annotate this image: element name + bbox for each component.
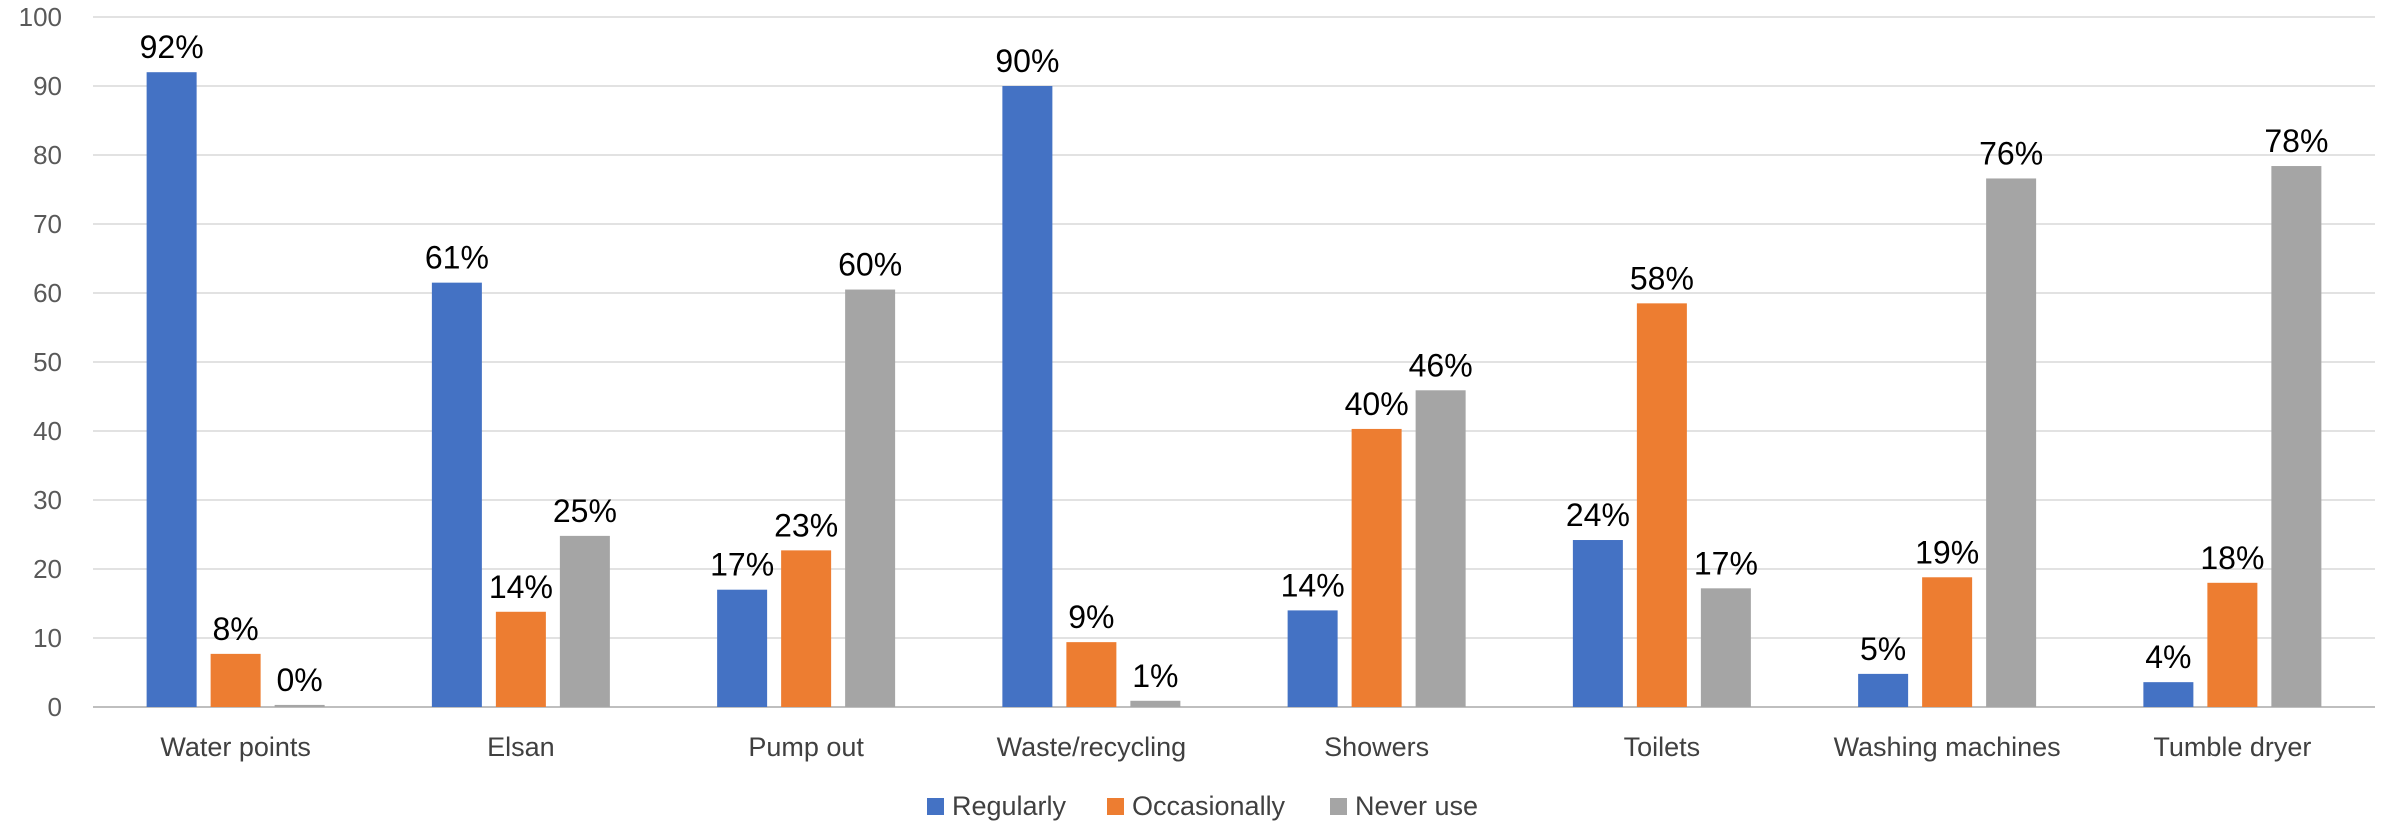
y-tick-label: 30 <box>33 485 62 515</box>
bar-never-use <box>559 535 610 707</box>
y-axis-ticks: 0 10 20 30 40 50 60 70 80 90 100 <box>19 2 62 722</box>
x-category-label: Elsan <box>487 732 555 762</box>
bar-occasionally <box>781 550 832 707</box>
x-category-label: Waste/recycling <box>997 732 1187 762</box>
bar-regularly <box>717 589 768 707</box>
bar-never-use <box>845 289 896 707</box>
bar-never-use <box>1130 700 1181 707</box>
data-label: 18% <box>2200 540 2264 576</box>
y-tick-label: 90 <box>33 71 62 101</box>
bar-occasionally <box>1351 428 1402 707</box>
x-category-label: Toilets <box>1624 732 1701 762</box>
data-label: 90% <box>995 43 1059 79</box>
y-tick-label: 100 <box>19 2 62 32</box>
data-label: 19% <box>1915 534 1979 570</box>
bar-never-use <box>2271 166 2322 708</box>
y-tick-label: 0 <box>48 692 62 722</box>
y-tick-label: 60 <box>33 278 62 308</box>
legend-label: Occasionally <box>1132 791 1286 821</box>
x-category-label: Washing machines <box>1834 732 2061 762</box>
y-tick-label: 70 <box>33 209 62 239</box>
legend-label: Regularly <box>952 791 1067 821</box>
x-axis-categories: Water points Elsan Pump out Waste/recycling… <box>160 732 2311 762</box>
data-label: 60% <box>838 247 902 283</box>
y-tick-label: 20 <box>33 554 62 584</box>
data-label: 78% <box>2264 123 2328 159</box>
bar-occasionally <box>1636 303 1687 707</box>
y-tick-label: 40 <box>33 416 62 446</box>
data-label: 76% <box>1979 135 2043 171</box>
data-label: 25% <box>553 493 617 529</box>
data-label: 92% <box>140 29 204 65</box>
data-label: 9% <box>1068 599 1114 635</box>
y-tick-label: 80 <box>33 140 62 170</box>
y-tick-label: 50 <box>33 347 62 377</box>
bar-occasionally <box>1922 577 1973 707</box>
x-category-label: Showers <box>1324 732 1429 762</box>
bar-regularly <box>431 282 482 707</box>
legend-item-never-use: Never use <box>1330 791 1478 821</box>
bar-regularly <box>2143 682 2194 707</box>
legend-label: Never use <box>1355 791 1478 821</box>
data-label: 61% <box>425 240 489 276</box>
data-label: 0% <box>277 662 323 698</box>
bar-occasionally <box>2207 582 2258 707</box>
bars <box>146 72 2322 708</box>
data-label: 5% <box>1860 631 1906 667</box>
data-label: 40% <box>1345 386 1409 422</box>
bar-never-use <box>274 704 325 707</box>
bar-occasionally <box>1066 642 1117 707</box>
data-label: 23% <box>774 507 838 543</box>
bar-never-use <box>1986 178 2037 707</box>
bar-regularly <box>1858 673 1909 707</box>
legend-item-occasionally: Occasionally <box>1107 791 1286 821</box>
bar-never-use <box>1700 588 1751 707</box>
y-tick-label: 10 <box>33 623 62 653</box>
legend: Regularly Occasionally Never use <box>927 791 1478 821</box>
x-category-label: Pump out <box>748 732 864 762</box>
x-category-label: Water points <box>160 732 311 762</box>
x-category-label: Tumble dryer <box>2153 732 2311 762</box>
data-labels: 92%8%0%61%14%25%17%23%60%90%9%1%14%40%46… <box>140 29 2329 698</box>
data-label: 14% <box>1281 567 1345 603</box>
data-label: 46% <box>1409 347 1473 383</box>
legend-swatch <box>927 798 944 815</box>
bar-regularly <box>1287 610 1338 707</box>
legend-item-regularly: Regularly <box>927 791 1067 821</box>
data-label: 17% <box>1694 545 1758 581</box>
bar-regularly <box>1002 86 1053 707</box>
bar-occasionally <box>495 611 546 707</box>
data-label: 1% <box>1132 658 1178 694</box>
legend-swatch <box>1107 798 1124 815</box>
bar-regularly <box>146 72 197 707</box>
data-label: 14% <box>489 569 553 605</box>
legend-swatch <box>1330 798 1347 815</box>
data-label: 8% <box>213 611 259 647</box>
data-label: 4% <box>2145 639 2191 675</box>
data-label: 17% <box>710 547 774 583</box>
bar-occasionally <box>210 653 261 707</box>
data-label: 58% <box>1630 260 1694 296</box>
bar-regularly <box>1572 540 1623 707</box>
bar-never-use <box>1415 390 1466 707</box>
data-label: 24% <box>1566 497 1630 533</box>
